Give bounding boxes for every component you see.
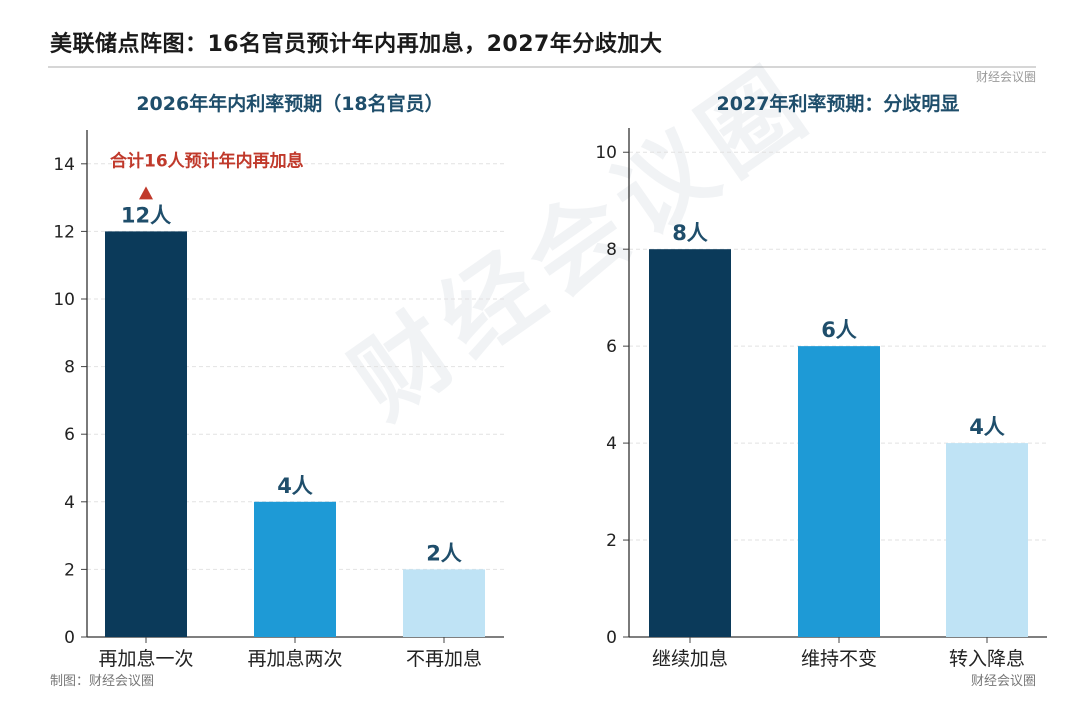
x-tick-label: 维持不变 (801, 648, 877, 670)
y-tick-label: 4 (64, 493, 75, 513)
y-tick-label: 14 (53, 155, 75, 175)
bar-value-label: 4人 (277, 474, 313, 498)
bar (105, 231, 187, 637)
main-title: 美联储点阵图：16名官员预计年内再加息，2027年分歧加大 (50, 32, 663, 57)
y-tick-label: 4 (606, 434, 617, 454)
bar (798, 346, 880, 637)
credit-text: 制图：财经会议圈 (50, 674, 155, 689)
bar (254, 501, 336, 637)
bar (649, 249, 731, 637)
y-tick-label: 6 (64, 425, 75, 445)
y-tick-label: 8 (606, 240, 617, 260)
y-tick-label: 2 (64, 560, 75, 580)
x-tick-label: 继续加息 (652, 648, 728, 670)
bar (403, 569, 485, 637)
chart-title: 2027年利率预期：分歧明显 (717, 92, 960, 115)
chart-title: 2026年年内利率预期（18名官员） (136, 92, 443, 115)
y-tick-label: 2 (606, 531, 617, 551)
x-tick-label: 再加息两次 (247, 648, 342, 670)
bar-value-label: 2人 (426, 541, 462, 565)
y-tick-label: 12 (53, 222, 75, 242)
bar (946, 443, 1028, 637)
y-tick-label: 6 (606, 337, 617, 357)
triangle-up-icon (139, 186, 153, 200)
bar-value-label: 4人 (969, 415, 1005, 439)
bar-value-label: 6人 (821, 318, 857, 342)
x-tick-label: 不再加息 (406, 648, 482, 670)
x-tick-label: 再加息一次 (98, 648, 193, 670)
bar-value-label: 12人 (121, 203, 171, 227)
title-divider (48, 66, 1036, 68)
annotation-text: 合计16人预计年内再加息 (110, 150, 304, 171)
y-tick-label: 10 (53, 290, 75, 310)
y-tick-label: 0 (606, 628, 617, 648)
y-tick-label: 0 (64, 628, 75, 648)
x-tick-label: 转入降息 (949, 648, 1025, 670)
brand-bottom: 财经会议圈 (970, 674, 1036, 689)
y-tick-label: 10 (595, 143, 617, 163)
y-tick-label: 8 (64, 358, 75, 378)
brand-top: 财经会议圈 (975, 70, 1036, 84)
bar-value-label: 8人 (672, 221, 708, 245)
